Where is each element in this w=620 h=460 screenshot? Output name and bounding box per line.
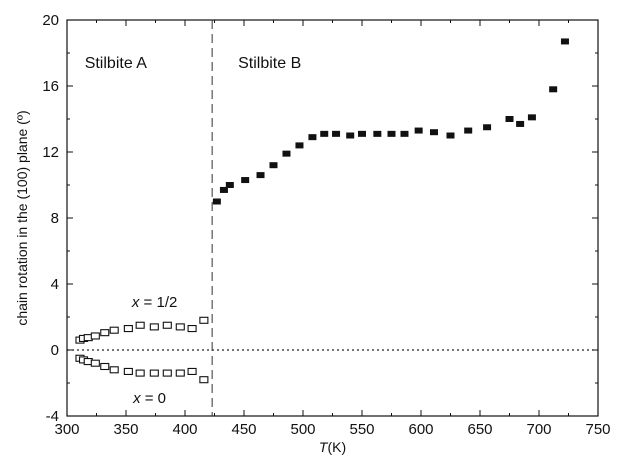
x-tick-label: 500 xyxy=(290,421,315,438)
x-tick-label: 650 xyxy=(467,421,492,438)
plot-border xyxy=(66,19,599,417)
region-label: Stilbite B xyxy=(238,55,301,72)
data-point xyxy=(241,177,250,184)
data-point xyxy=(256,172,265,179)
data-point xyxy=(199,316,209,324)
series-label-symbol: x xyxy=(132,390,141,407)
y-axis-ticks: -4 0 4 8 12 16 20 xyxy=(42,12,598,425)
data-point xyxy=(149,369,159,377)
x-axis-title-unit: (K) xyxy=(327,439,346,455)
data-point xyxy=(387,130,396,137)
data-point xyxy=(505,116,514,122)
data-point xyxy=(483,124,492,131)
data-point xyxy=(400,130,409,137)
data-point xyxy=(464,127,473,134)
data-point xyxy=(446,132,455,139)
data-point xyxy=(175,323,185,331)
data-point xyxy=(135,321,145,329)
x-tick-label: 750 xyxy=(585,421,610,438)
series-label: x = 0 xyxy=(132,390,166,407)
data-point xyxy=(187,324,197,333)
series-label-symbol: x xyxy=(131,294,140,311)
y-axis-title: chain rotation in the (100) plane (º) xyxy=(14,110,30,325)
data-point xyxy=(219,186,228,193)
data-point xyxy=(308,134,317,141)
data-point xyxy=(358,130,366,137)
x-axis-ticks: 300 350 400 450 500 550 600 650 700 750 xyxy=(54,20,611,438)
data-point xyxy=(282,150,291,157)
data-point xyxy=(212,198,221,205)
data-point xyxy=(100,362,110,371)
data-point xyxy=(549,86,558,93)
data-point xyxy=(269,162,278,169)
data-point xyxy=(225,182,234,188)
annotations: Stilbite A Stilbite Bx = 1/2x = 0 xyxy=(85,55,302,407)
data-point xyxy=(295,142,304,149)
series-label-value: = 0 xyxy=(141,390,166,407)
x-tick-label: 550 xyxy=(349,421,374,438)
data-point xyxy=(332,130,341,137)
x-tick-label: 400 xyxy=(172,421,197,438)
series-label-value: = 1/2 xyxy=(139,294,177,311)
data-point xyxy=(527,114,536,121)
series-stilbite-b xyxy=(212,38,569,205)
y-tick-label: 20 xyxy=(42,12,59,29)
y-tick-label: -4 xyxy=(46,408,59,425)
data-point xyxy=(560,38,569,45)
data-point xyxy=(516,120,525,127)
data-point xyxy=(109,366,119,374)
x-tick-label: 600 xyxy=(408,421,433,438)
data-point xyxy=(429,129,438,136)
region-label: Stilbite A xyxy=(85,55,148,72)
plot-frame xyxy=(66,19,599,417)
data-point xyxy=(135,369,145,377)
y-tick-label: 16 xyxy=(42,78,59,95)
data-point xyxy=(373,130,382,137)
data-point xyxy=(100,329,110,337)
data-point xyxy=(90,359,100,367)
data-point xyxy=(187,367,197,376)
series-x-0 xyxy=(75,354,209,384)
data-points xyxy=(75,38,569,384)
data-point xyxy=(149,323,159,331)
x-tick-label: 700 xyxy=(526,421,551,438)
data-point xyxy=(414,127,423,134)
data-point xyxy=(162,369,172,377)
data-point xyxy=(90,332,100,340)
data-point xyxy=(123,367,133,376)
data-point xyxy=(346,132,355,139)
data-point xyxy=(199,376,209,384)
series-x-1-2 xyxy=(75,316,209,344)
y-tick-label: 8 xyxy=(51,210,59,227)
x-axis-title-symbol: T xyxy=(319,439,329,455)
y-tick-label: 12 xyxy=(42,144,59,161)
series-label: x = 1/2 xyxy=(131,294,177,311)
data-point xyxy=(175,369,185,377)
x-tick-label: 450 xyxy=(231,421,256,438)
x-axis-title: T(K) xyxy=(319,439,346,455)
data-point xyxy=(123,324,133,333)
y-tick-label: 0 xyxy=(51,342,59,359)
data-point xyxy=(162,321,172,329)
data-point xyxy=(320,130,329,137)
y-tick-label: 4 xyxy=(51,276,59,293)
data-point xyxy=(109,326,119,334)
x-tick-label: 350 xyxy=(113,421,138,438)
x-tick-label: 300 xyxy=(54,421,79,438)
